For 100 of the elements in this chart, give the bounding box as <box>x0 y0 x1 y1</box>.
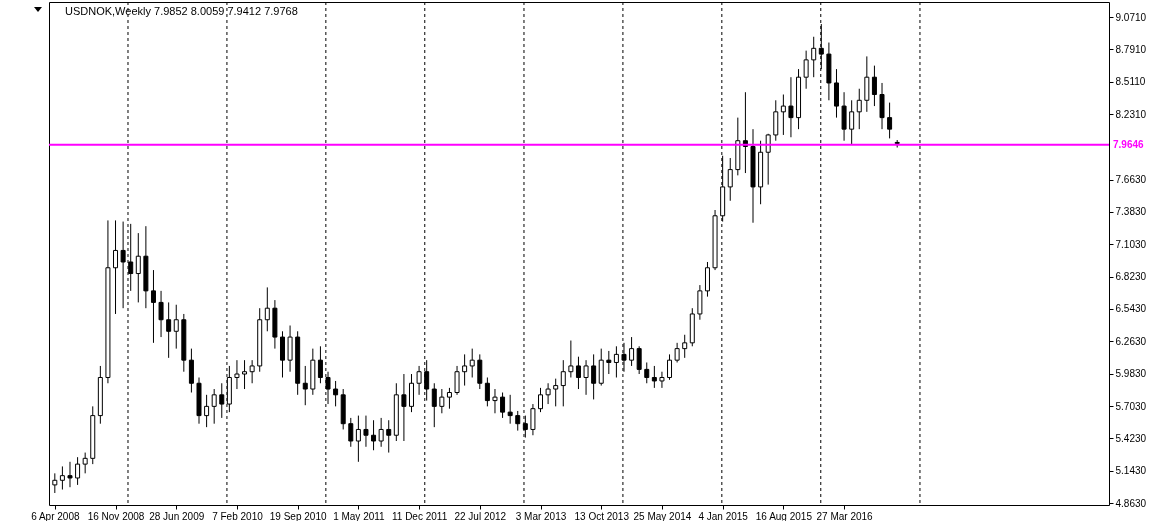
candlestick <box>135 232 141 303</box>
candlestick <box>371 419 377 451</box>
y-tick-label: 5.1430 <box>1115 465 1147 477</box>
candlestick <box>811 36 817 78</box>
x-tick-label: 4 Jan 2015 <box>698 510 749 522</box>
candlestick <box>317 345 323 384</box>
x-tick-label: 25 May 2014 <box>633 510 692 522</box>
y-tick-label: 8.5110 <box>1115 76 1146 88</box>
candlestick <box>150 269 156 344</box>
candlestick <box>613 345 619 378</box>
candlestick <box>833 68 839 119</box>
candlestick <box>477 353 483 390</box>
candlestick <box>59 465 65 491</box>
candlestick <box>492 388 498 414</box>
y-tick-label: 7.6630 <box>1115 174 1147 186</box>
y-tick-label: 5.7030 <box>1115 400 1147 412</box>
candlestick <box>803 50 809 90</box>
x-tick-label: 1 May 2011 <box>333 510 386 522</box>
candlestick <box>879 82 885 130</box>
candlestick <box>538 387 544 413</box>
candlestick <box>166 301 172 359</box>
candlestick <box>864 55 870 113</box>
x-tick-label: 11 Dec 2011 <box>391 510 448 522</box>
x-tick-label: 22 Jul 2012 <box>454 510 507 522</box>
y-tick-label: 8.7910 <box>1115 43 1147 55</box>
y-tick-label: 4.8630 <box>1115 497 1147 509</box>
candlestick <box>469 348 475 378</box>
candlestick <box>651 365 657 389</box>
y-tick-label: 5.4230 <box>1115 432 1147 444</box>
candlestick <box>507 394 513 425</box>
candlestick <box>67 461 73 488</box>
x-tick-label: 13 Oct 2013 <box>574 510 630 522</box>
x-tick-label: 27 Mar 2016 <box>816 510 874 522</box>
candlestick <box>82 452 88 474</box>
x-tick-label: 3 Mar 2013 <box>515 510 567 522</box>
candlestick <box>386 419 392 454</box>
candlestick <box>606 350 612 375</box>
candlestick <box>355 415 361 463</box>
candlestick <box>560 359 566 407</box>
y-tick-label: 6.5430 <box>1115 303 1147 315</box>
candlestick <box>75 456 81 486</box>
y-tick-label: 7.3830 <box>1115 206 1147 218</box>
candlestick <box>249 359 255 384</box>
y-tick-label: 6.2630 <box>1115 335 1147 347</box>
y-tick-label: 9.0710 <box>1115 11 1147 23</box>
candlestick <box>454 365 460 396</box>
candlestick <box>636 345 642 375</box>
candlestick <box>158 290 164 338</box>
candlestick <box>348 417 354 448</box>
candlestick <box>446 387 452 410</box>
candlestick <box>568 340 574 378</box>
ref-line-label: 7.9646 <box>1113 138 1145 150</box>
candlestick <box>401 373 407 442</box>
x-tick-label: 28 Jun 2009 <box>149 510 205 522</box>
candlestick <box>363 415 369 448</box>
candlestick <box>416 365 422 396</box>
candlestick <box>553 378 559 407</box>
candlestick <box>530 403 536 436</box>
candlestick <box>659 371 665 389</box>
candlestick <box>780 94 786 136</box>
y-tick-label: 5.9830 <box>1115 368 1147 380</box>
candlestick <box>674 342 680 363</box>
chart-title: USDNOK,Weekly 7.9852 8.0059 7.9412 7.9768 <box>65 5 298 17</box>
x-tick-label: 16 Nov 2008 <box>87 510 145 522</box>
y-tick-label: 8.2310 <box>1115 108 1147 120</box>
candlestick <box>727 157 733 202</box>
candlestick <box>697 284 703 321</box>
candlestick <box>583 359 589 396</box>
candlestick <box>667 353 673 381</box>
candlestick <box>52 472 58 494</box>
candlestick <box>629 336 635 367</box>
candlestick <box>173 304 179 350</box>
candlestick <box>211 388 217 425</box>
candlestick <box>234 359 240 390</box>
candlestick <box>773 99 779 142</box>
candlestick <box>849 99 855 145</box>
candlestick <box>841 91 847 142</box>
candlestick <box>242 359 248 390</box>
candlestick <box>575 356 581 390</box>
candlestick <box>644 361 650 384</box>
candlestick <box>113 219 119 315</box>
candlestick <box>287 325 293 373</box>
candlestick <box>431 382 437 428</box>
y-tick-label: 6.8230 <box>1115 271 1147 283</box>
candlestick <box>378 417 384 448</box>
x-tick-label: 19 Sep 2010 <box>269 510 327 522</box>
candlestick <box>188 348 194 393</box>
candlestick <box>515 410 521 432</box>
candlestick <box>279 330 285 378</box>
candlestick <box>409 373 414 413</box>
candlestick <box>871 65 877 107</box>
candlestick <box>302 365 308 406</box>
x-tick-label: 16 Aug 2015 <box>755 510 813 522</box>
candlestick <box>788 76 794 138</box>
candlestick <box>484 376 490 407</box>
candlestick <box>704 261 710 298</box>
candlestick <box>591 353 597 400</box>
candlestick <box>500 392 506 419</box>
candlestick <box>887 102 893 139</box>
candlestick <box>264 286 270 332</box>
